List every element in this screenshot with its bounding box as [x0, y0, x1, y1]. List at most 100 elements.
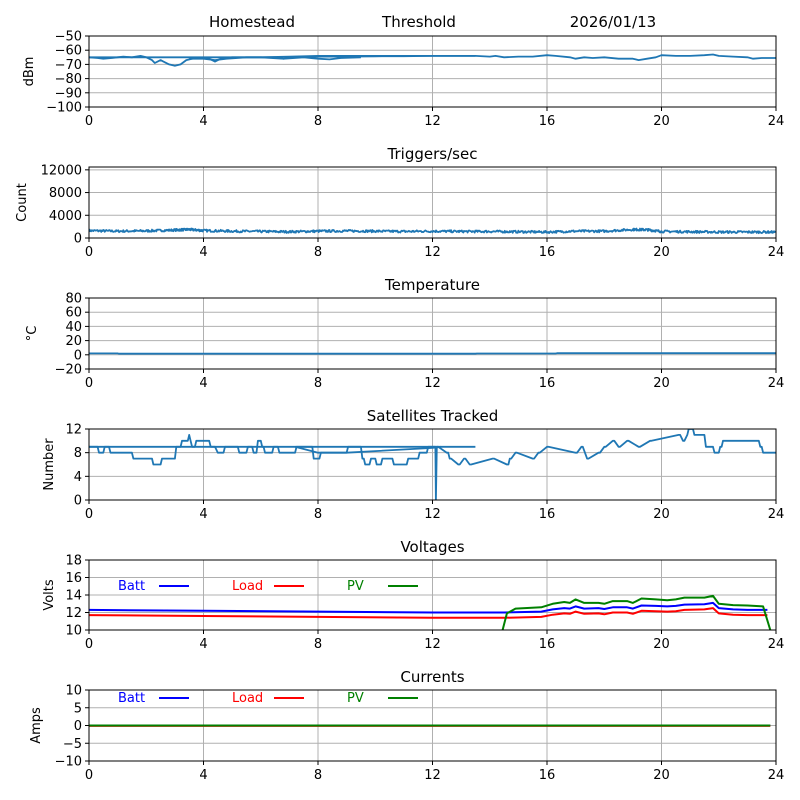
- x-tick-label: 24: [768, 507, 785, 522]
- panel-currents: 0 4 8 12 16 20 24 −10 −5 0 5 10 Currents Amps Batt Load…: [29, 668, 784, 783]
- legend-label-batt: Batt: [118, 691, 145, 706]
- y-tick-label: −60: [55, 44, 82, 59]
- panel-triggers: 0 4 8 12 16 20 24 0 4000 8000 12000 Triggers/sec Cou…: [15, 145, 784, 260]
- y-tick-label: −50: [55, 30, 82, 45]
- series-line-signal-trace-3: [189, 56, 361, 61]
- x-tick-label: 20: [653, 114, 670, 129]
- legend-label-load: Load: [232, 691, 263, 706]
- legend-label-pv: PV: [347, 579, 364, 594]
- panel-signal: 0 4 8 12 16 20 24 −100−90−80−70−60−50 dBm: [22, 30, 784, 130]
- y-tick-label: 5: [74, 701, 82, 716]
- y-axis-label: Volts: [42, 579, 57, 611]
- x-tick-label: 16: [539, 507, 556, 522]
- y-tick-label: 8000: [49, 186, 82, 201]
- header-site: Homestead: [209, 13, 295, 31]
- x-tick-label: 24: [768, 637, 785, 652]
- x-tick-label: 24: [768, 376, 785, 391]
- x-tick-label: 4: [199, 768, 207, 783]
- x-tick-label: 4: [199, 376, 207, 391]
- y-tick-label: 4000: [49, 209, 82, 224]
- y-tick-label: −80: [55, 72, 82, 87]
- series-group: [89, 53, 776, 67]
- y-tick-label: −10: [55, 755, 82, 770]
- x-tick-label: 8: [314, 507, 322, 522]
- x-tick-label: 16: [539, 768, 556, 783]
- x-tick-label: 12: [424, 376, 441, 391]
- y-tick-label: 0: [74, 348, 82, 363]
- x-tick-label: 4: [199, 637, 207, 652]
- series-line-load: [89, 607, 768, 619]
- x-tick-label: 16: [539, 376, 556, 391]
- y-tick-label: 4: [74, 470, 82, 485]
- legend-label-pv: PV: [347, 691, 364, 706]
- y-tick-label: −5: [63, 737, 82, 752]
- y-axis-label: dBm: [22, 57, 37, 87]
- y-tick-label: 12000: [41, 163, 82, 178]
- y-tick-label: 16: [65, 571, 82, 586]
- legend-label-batt: Batt: [118, 579, 145, 594]
- y-axis-label: Number: [42, 438, 57, 491]
- x-tick-label: 4: [199, 507, 207, 522]
- x-tick-label: 12: [424, 245, 441, 260]
- x-tick-label: 0: [85, 114, 93, 129]
- y-tick-label: 18: [65, 554, 82, 569]
- series-line-satellites-trace-3: [294, 445, 442, 454]
- y-tick-label: −20: [55, 363, 82, 378]
- chart-title: Temperature: [384, 276, 480, 294]
- series-group: [89, 352, 776, 355]
- x-tick-label: 24: [768, 768, 785, 783]
- x-tick-label: 20: [653, 768, 670, 783]
- x-tick-label: 8: [314, 245, 322, 260]
- x-tick-label: 0: [85, 768, 93, 783]
- y-tick-label: 20: [65, 334, 82, 349]
- y-tick-label: 40: [65, 320, 82, 335]
- y-axis-label: °C: [25, 326, 40, 342]
- series-group: [89, 594, 772, 630]
- y-tick-label: 8: [74, 446, 82, 461]
- x-tick-label: 20: [653, 376, 670, 391]
- header-mode: Threshold: [381, 13, 456, 31]
- series-line-temperature: [89, 352, 776, 355]
- x-tick-label: 0: [85, 376, 93, 391]
- x-tick-label: 20: [653, 637, 670, 652]
- x-tick-label: 16: [539, 637, 556, 652]
- y-tick-label: −70: [55, 58, 82, 73]
- x-tick-label: 12: [424, 637, 441, 652]
- x-tick-label: 20: [653, 507, 670, 522]
- x-tick-label: 4: [199, 114, 207, 129]
- y-tick-label: 12: [65, 606, 82, 621]
- y-tick-label: −100: [46, 101, 82, 116]
- series-line-satellites: [89, 429, 776, 500]
- x-tick-label: 0: [85, 507, 93, 522]
- chart-title: Voltages: [400, 538, 464, 556]
- x-tick-label: 0: [85, 245, 93, 260]
- x-tick-label: 24: [768, 114, 785, 129]
- x-tick-label: 8: [314, 376, 322, 391]
- x-tick-label: 16: [539, 114, 556, 129]
- x-tick-label: 12: [424, 114, 441, 129]
- x-tick-label: 16: [539, 245, 556, 260]
- series-line-signal-trace-2: [89, 55, 476, 59]
- panel-voltages: 0 4 8 12 16 20 24 10 12 14 16 18 Voltages Volts Batt Lo…: [42, 538, 784, 652]
- y-tick-label: 0: [74, 232, 82, 247]
- series-line-batt: [89, 601, 768, 614]
- y-tick-label: 0: [74, 719, 82, 734]
- y-tick-label: 60: [65, 306, 82, 321]
- panel-satellites: 0 4 8 12 16 20 24 0 4 8 12 Satellites Tracked Number: [42, 407, 784, 522]
- series-line-triggers: [89, 227, 776, 235]
- x-tick-label: 20: [653, 245, 670, 260]
- y-tick-label: −90: [55, 86, 82, 101]
- chart-title: Satellites Tracked: [367, 407, 498, 425]
- y-tick-label: 80: [65, 292, 82, 307]
- x-tick-label: 8: [314, 114, 322, 129]
- x-tick-label: 12: [424, 507, 441, 522]
- x-tick-label: 8: [314, 768, 322, 783]
- y-tick-label: 10: [65, 624, 82, 639]
- chart-title: Currents: [400, 668, 464, 686]
- series-group: [89, 227, 776, 235]
- series-group: [89, 429, 776, 500]
- y-axis-label: Count: [15, 183, 30, 222]
- x-tick-label: 24: [768, 245, 785, 260]
